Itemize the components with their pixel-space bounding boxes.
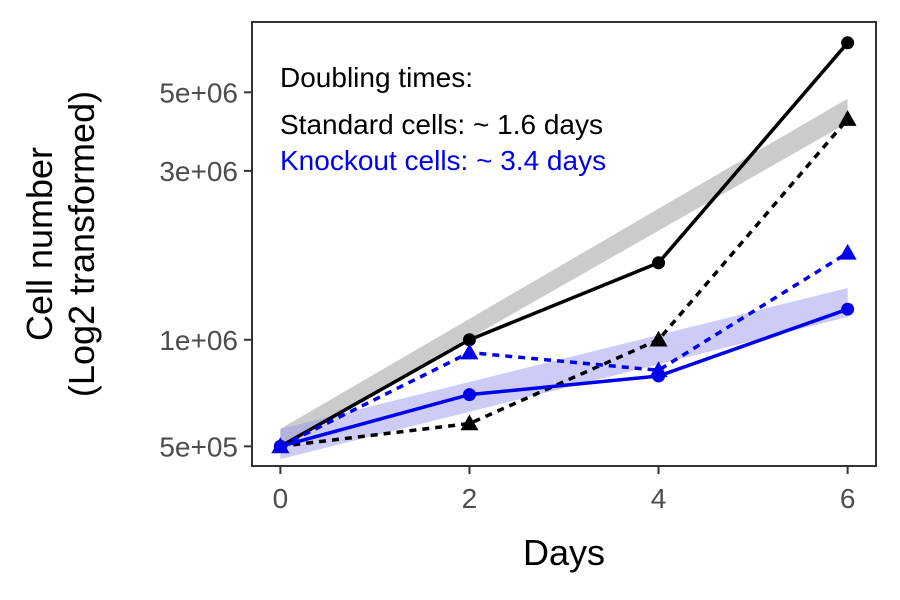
annotation-standard: Standard cells: ~ 1.6 days — [280, 109, 603, 140]
point-ko_circle-6 — [841, 302, 855, 316]
y-axis-title: Cell number (Log2 transformed) — [19, 91, 102, 397]
y-tick-label-1: 1e+06 — [159, 325, 238, 356]
y-tick-label-0: 5e+05 — [159, 431, 238, 462]
point-ko_triangle-0 — [271, 437, 290, 454]
series-line-std_circle — [279, 41, 849, 448]
x-axis-title: Days — [523, 532, 605, 573]
point-std_circle-2 — [462, 333, 476, 347]
point-std_triangle-6 — [838, 110, 857, 126]
point-std_circle-6 — [841, 36, 855, 50]
series-line-ko_circle — [279, 307, 849, 449]
point-ko_triangle-6 — [838, 243, 857, 260]
series-line-std_triangle — [280, 117, 849, 449]
series-lines — [279, 41, 849, 449]
x-tick-label-2: 2 — [462, 483, 478, 514]
y-axis-title-line-2: (Log2 transformed) — [61, 91, 102, 397]
x-tick-label-0: 0 — [273, 483, 289, 514]
y-tick-label-3: 5e+06 — [159, 77, 238, 108]
fit-band-standard_fit — [280, 98, 848, 447]
annotation-knockout: Knockout cells: ~ 3.4 days — [280, 145, 606, 176]
y-tick-label-2: 3e+06 — [159, 156, 238, 187]
point-std_circle-4 — [652, 256, 666, 270]
y-axis-title-line-1: Cell number — [19, 147, 60, 341]
panel-border — [251, 21, 877, 467]
point-ko_triangle-2 — [460, 343, 479, 360]
point-std_triangle-2 — [460, 414, 479, 431]
point-std_triangle-4 — [649, 330, 668, 347]
x-tick-label-4: 4 — [651, 483, 667, 514]
series-line-ko_triangle — [279, 251, 849, 448]
point-ko_circle-2 — [462, 388, 476, 402]
annotation-title: Doubling times: — [280, 62, 473, 93]
annotations: Doubling times: Standard cells: ~ 1.6 da… — [280, 62, 606, 176]
fit-band-knockout_fit — [280, 288, 848, 460]
point-ko_triangle-4 — [649, 361, 668, 378]
y-axis: 5e+05 1e+06 3e+06 5e+06 — [159, 77, 252, 462]
fit-bands — [280, 98, 848, 460]
series-points — [271, 36, 857, 454]
x-axis: 0 2 4 6 — [273, 466, 856, 514]
x-tick-label-6: 6 — [840, 483, 856, 514]
